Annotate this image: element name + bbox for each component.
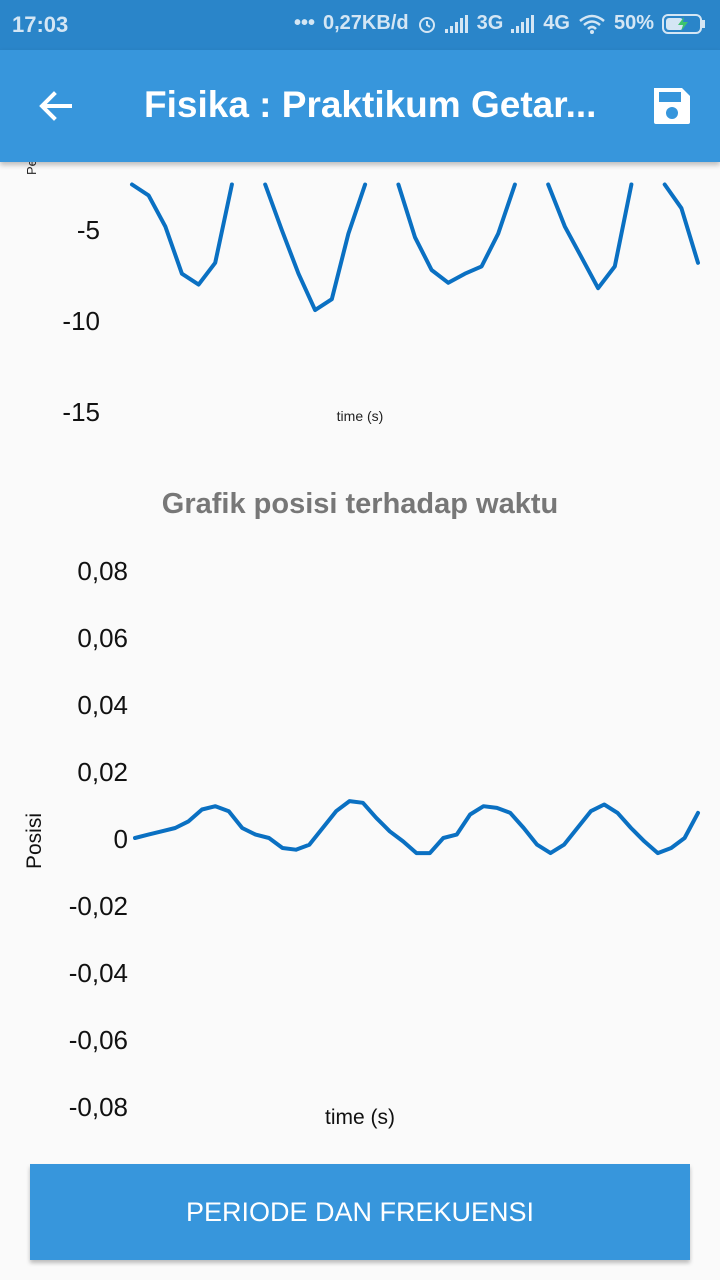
chart1-y-tick: -5	[77, 215, 100, 245]
signal-icon-2	[511, 14, 535, 33]
chart-2: 0,08 0,06 0,04 0,02 0 -0,02 -0,04 -0,06 -0,08 Po…	[23, 556, 700, 1129]
back-button[interactable]	[32, 82, 80, 130]
chart2-y-tick: -0,04	[69, 958, 128, 988]
chart2-y-tick: 0	[114, 824, 128, 854]
signal-icon-1	[444, 14, 469, 33]
chart2-ylabel: Posisi	[23, 813, 46, 869]
chart2-xlabel: time (s)	[325, 1106, 395, 1129]
status-time: 17:03	[12, 12, 69, 37]
battery-percent: 50%	[613, 12, 654, 34]
more-dots-icon: •••	[293, 12, 315, 34]
save-button[interactable]	[648, 82, 696, 130]
chart-1: Pe -5 -10 -15 time (s)	[24, 162, 700, 427]
battery-charging-icon	[662, 13, 706, 35]
chart1-ylabel: Pe	[24, 162, 39, 175]
charts-canvas: Pe -5 -10 -15 time (s) 0,08 0,06 0,04 0,02 0 -0…	[23, 162, 700, 1129]
page-title: Fisika : Praktikum Getar...	[144, 84, 597, 125]
chart2-title: Grafik posisi terhadap waktu	[161, 488, 559, 520]
chart2-y-tick: -0,08	[69, 1092, 128, 1122]
app-bar: Fisika : Praktikum Getar...	[0, 50, 720, 162]
chart1-y-tick: -15	[62, 397, 100, 427]
chart2-y-tick: -0,02	[69, 891, 128, 921]
status-icons: ••• 0,27KB/d 3G 4G 50%	[294, 12, 706, 35]
chart2-y-tick: 0,06	[77, 623, 128, 653]
chart1-y-tick: -10	[62, 306, 100, 336]
chart1-series-line	[130, 182, 700, 313]
chart2-y-tick: 0,04	[77, 690, 128, 720]
arrow-left-icon	[39, 91, 72, 121]
alarm-icon	[417, 14, 437, 34]
chart2-y-tick: 0,02	[77, 757, 128, 787]
chart2-series-line	[133, 799, 700, 856]
periode-frekuensi-button[interactable]: PERIODE DAN FREKUENSI	[30, 1164, 690, 1260]
status-bar: 17:03 ••• 0,27KB/d 3G 4G 50%	[0, 0, 720, 50]
chart1-xlabel: time (s)	[337, 408, 384, 424]
chart2-y-tick: -0,06	[69, 1025, 128, 1055]
chart2-y-tick: 0,08	[77, 556, 128, 586]
floppy-disk-icon	[654, 88, 690, 124]
network-speed: 0,27KB/d	[323, 12, 409, 34]
network-type-2: 4G	[543, 12, 570, 34]
network-type-1: 3G	[476, 12, 504, 34]
wifi-icon	[578, 14, 606, 34]
